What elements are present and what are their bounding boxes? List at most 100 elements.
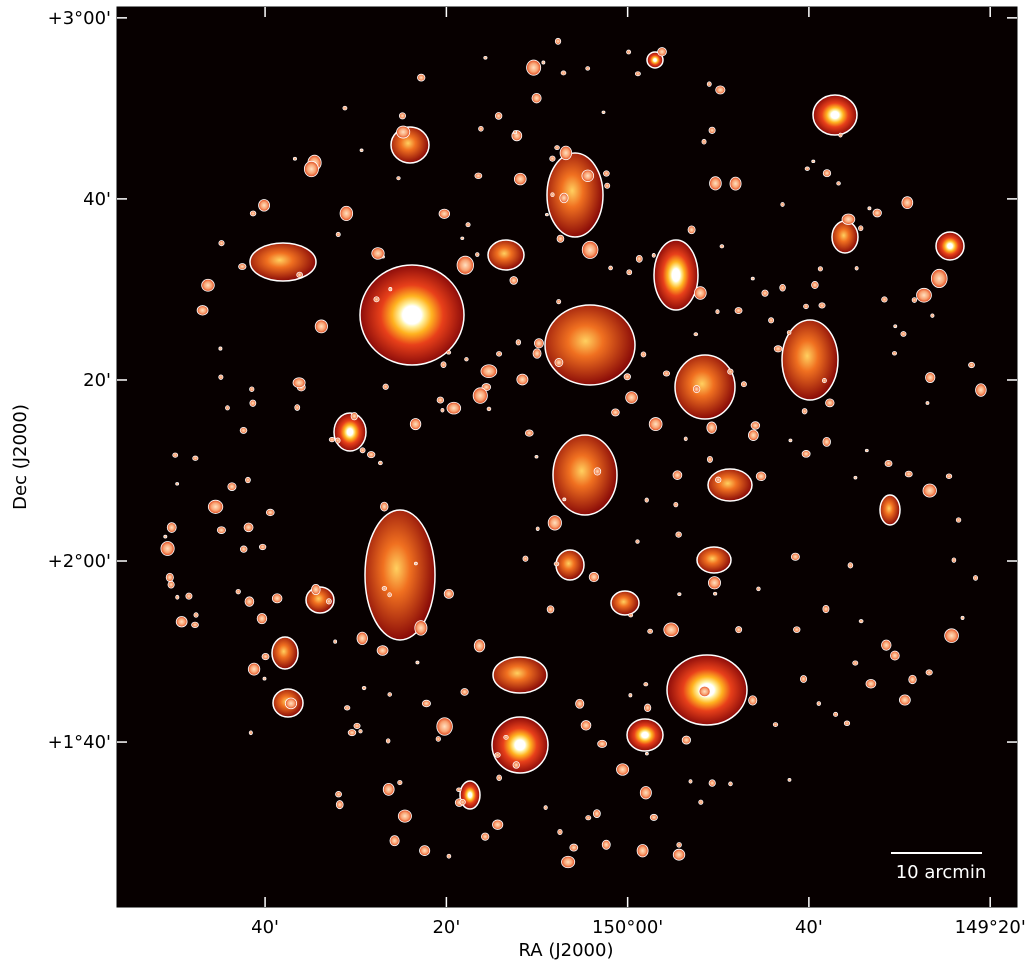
source [239, 426, 248, 434]
source [560, 70, 567, 76]
source [417, 73, 426, 82]
x-tick-label: 40' [795, 917, 823, 938]
source [672, 848, 686, 861]
source [414, 620, 428, 636]
source [556, 299, 562, 305]
source [249, 242, 317, 282]
source [335, 791, 342, 798]
source [516, 373, 529, 386]
source [922, 483, 937, 498]
source [262, 676, 267, 681]
source [396, 176, 401, 181]
source [160, 541, 175, 556]
source [175, 616, 188, 628]
source [396, 125, 411, 139]
source [373, 296, 380, 303]
source [715, 476, 722, 483]
source [559, 192, 569, 204]
source [552, 434, 618, 516]
source [841, 213, 856, 225]
source [459, 799, 466, 806]
source [339, 205, 354, 221]
source [884, 460, 893, 467]
source [387, 592, 392, 598]
source [271, 636, 299, 670]
source [554, 145, 560, 151]
source [547, 515, 562, 531]
source [243, 522, 254, 533]
source [227, 482, 237, 491]
source [729, 176, 742, 191]
source [640, 351, 647, 358]
source [713, 591, 718, 596]
source [546, 605, 555, 614]
source [626, 718, 664, 752]
source [811, 281, 819, 289]
source [822, 604, 830, 614]
source [821, 378, 827, 384]
source [353, 722, 361, 729]
source [415, 660, 420, 665]
source [581, 240, 599, 259]
source [816, 701, 822, 706]
source [380, 501, 389, 512]
source [585, 815, 592, 821]
source [258, 199, 270, 212]
source [163, 534, 168, 539]
source [185, 592, 193, 600]
source [347, 729, 357, 737]
x-tick-label: 149°20' [955, 917, 1026, 938]
source [446, 350, 452, 355]
source [636, 844, 649, 858]
source [546, 152, 604, 238]
source [916, 287, 932, 303]
source [361, 685, 367, 691]
source [951, 557, 957, 563]
source [387, 692, 392, 697]
source [478, 125, 484, 132]
source [787, 778, 792, 782]
source [436, 396, 445, 404]
source [249, 399, 257, 407]
source [719, 244, 725, 249]
source [480, 364, 498, 379]
source [709, 176, 722, 191]
source [575, 698, 585, 709]
source [592, 809, 601, 818]
source [472, 387, 488, 404]
source [216, 526, 226, 534]
source [487, 239, 525, 271]
scale-bar-label: 10 arcmin [896, 862, 987, 883]
source [908, 674, 917, 685]
source [822, 169, 832, 178]
source [975, 383, 987, 397]
source [201, 278, 215, 292]
source [554, 358, 564, 367]
source [248, 730, 253, 736]
source [235, 588, 241, 595]
source [303, 160, 319, 178]
x-tick-label: 40' [251, 917, 279, 938]
source [296, 271, 303, 278]
source [344, 705, 351, 711]
source [854, 266, 859, 271]
source [735, 626, 743, 634]
source [867, 206, 872, 211]
source [836, 181, 841, 186]
source [662, 370, 671, 377]
source [446, 853, 452, 859]
source [811, 159, 816, 164]
source [541, 60, 546, 65]
source [382, 383, 389, 390]
source [292, 377, 306, 389]
source [772, 722, 779, 727]
y-tick-label: +3°00' [48, 8, 111, 29]
source [382, 782, 395, 796]
source [367, 451, 376, 459]
source [601, 839, 611, 850]
source [793, 626, 801, 633]
source [555, 549, 585, 581]
source [244, 596, 255, 607]
source [925, 669, 933, 676]
